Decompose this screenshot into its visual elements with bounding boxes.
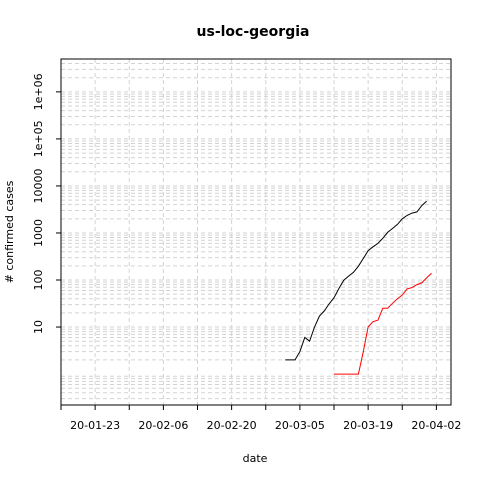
y-tick-label: 1e+06 (32, 73, 45, 110)
x-tick-label: 20-04-02 (411, 419, 461, 432)
y-axis: 10 100 1000 10000 1e+05 1e+06 (32, 73, 61, 334)
x-axis-label: date (243, 452, 268, 465)
chart-title: us-loc-georgia (197, 24, 310, 40)
gridlines (60, 59, 451, 405)
y-tick-label: 10 (32, 320, 45, 334)
y-tick-label: 100 (32, 270, 45, 291)
y-tick-label: 1e+05 (32, 120, 45, 157)
x-tick-label: 20-02-20 (207, 419, 257, 432)
plot-frame (60, 58, 452, 406)
x-tick-label: 20-03-05 (275, 419, 325, 432)
x-axis: 20-01-23 20-02-06 20-02-20 20-03-05 20-03-19… (60, 405, 461, 432)
series-line-2 (334, 272, 432, 375)
series-group (285, 200, 432, 375)
x-tick-label: 20-01-23 (70, 419, 120, 432)
x-tick-label: 20-02-06 (138, 419, 188, 432)
y-axis-label: # confirmed cases (3, 180, 16, 283)
series-line-1 (285, 200, 427, 361)
y-tick-label: 1000 (32, 219, 45, 247)
x-tick-label: 20-03-19 (343, 419, 393, 432)
y-tick-label: 10000 (32, 168, 45, 203)
